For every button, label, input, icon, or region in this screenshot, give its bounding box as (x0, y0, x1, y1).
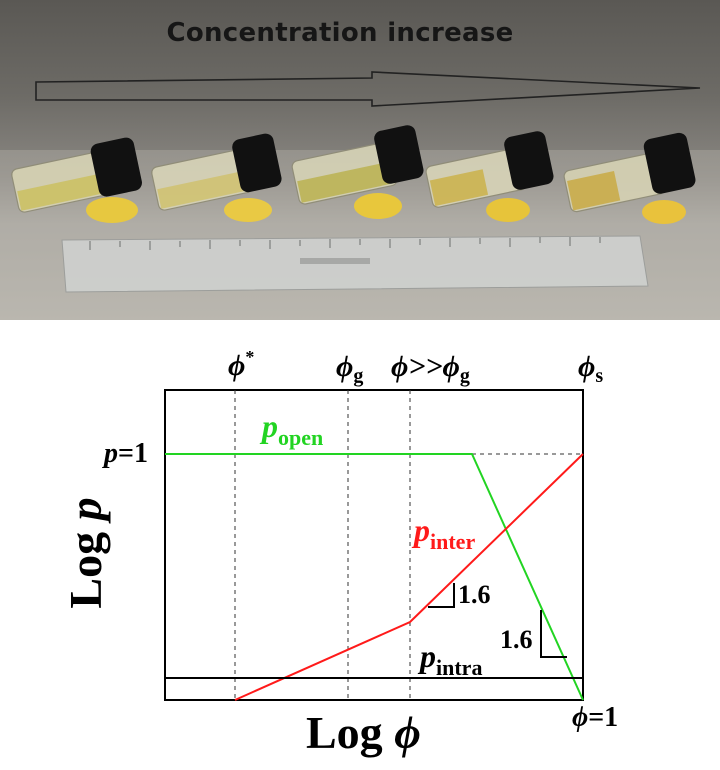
vial-5 (563, 132, 696, 224)
phi-equals-one-label: ϕ=1 (572, 702, 619, 733)
ruler (61, 235, 649, 293)
phi-star-label: ϕ* (228, 347, 255, 382)
phi-s-label: ϕs (578, 350, 604, 387)
curve-p-inter (234, 453, 584, 701)
slope-label-open: 1.6 (500, 625, 533, 654)
vial-2 (151, 133, 282, 222)
photo-panel: Concentration increase (0, 0, 720, 320)
phi-gg-label: ϕ>>ϕg (391, 350, 470, 387)
photo-illustration (0, 71, 720, 320)
p-equals-one-label: p=1 (104, 438, 148, 469)
slope-triangle-inter (428, 583, 455, 608)
p-intra-label: pintra (420, 638, 483, 680)
diagram-svg (164, 389, 584, 701)
p-inter-label: pinter (414, 512, 476, 554)
slope-triangle-open (540, 610, 567, 658)
diagram-panel: ϕ* ϕg ϕ>>ϕg ϕs p=1 Log p Log ϕ ϕ=1 popen… (0, 320, 720, 770)
slope-label-inter: 1.6 (458, 580, 491, 609)
vial-1 (11, 137, 142, 223)
concentration-arrow (35, 71, 701, 107)
p-open-label: popen (262, 408, 324, 450)
x-axis-label: Log ϕ (306, 707, 421, 758)
vial-4 (425, 131, 554, 222)
vial-3 (291, 125, 424, 219)
y-axis-label: Log p (60, 497, 111, 609)
photo-title: Concentration increase (166, 18, 514, 48)
plot-frame (164, 389, 584, 701)
curve-p-open (165, 453, 584, 701)
phi-g-label: ϕg (336, 350, 364, 387)
